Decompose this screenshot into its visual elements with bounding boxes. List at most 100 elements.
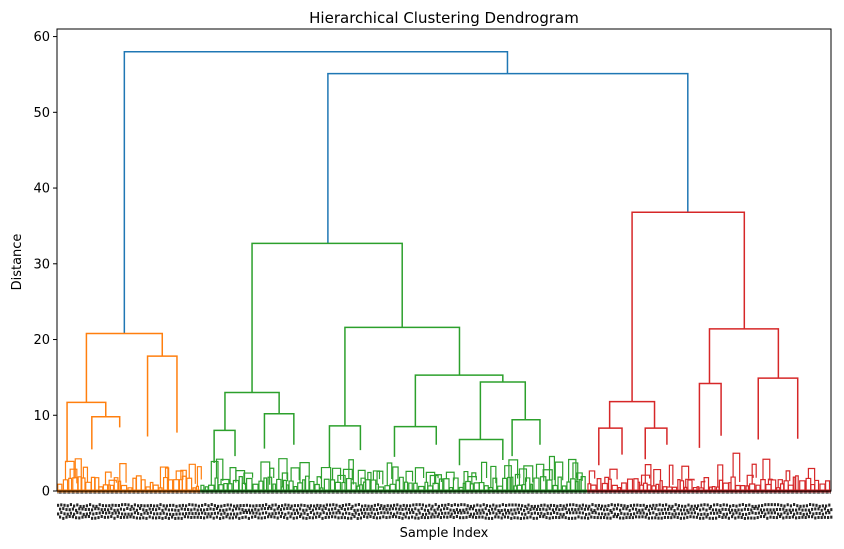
x-tick-label-glyph <box>306 504 309 508</box>
x-tick-label-glyph <box>807 508 810 512</box>
dendrogram-link <box>393 425 438 457</box>
x-tick-label-glyph <box>786 503 789 507</box>
x-tick-label-glyph <box>297 511 300 515</box>
x-tick-label-glyph <box>351 504 354 508</box>
x-tick-label-glyph <box>537 504 540 508</box>
dendrogram-link <box>173 479 180 491</box>
dendrogram-link <box>429 474 439 486</box>
x-tick-label-glyph <box>542 515 545 519</box>
x-tick-label-glyph <box>201 511 204 515</box>
x-tick-label-glyph <box>145 516 148 520</box>
x-tick-label-glyph <box>226 512 229 516</box>
dendrogram-link <box>64 460 75 480</box>
x-tick-label-glyph <box>343 507 346 511</box>
x-tick-label-glyph <box>222 508 225 512</box>
x-tick-label-glyph <box>692 507 695 511</box>
x-tick-label-glyph <box>165 512 168 516</box>
x-tick-label-glyph <box>263 516 266 520</box>
x-tick-label-glyph <box>377 511 380 515</box>
x-tick-label-glyph <box>695 515 698 519</box>
x-tick-label-glyph <box>773 511 776 515</box>
x-tick-label-glyph <box>91 508 94 512</box>
dendrogram-link <box>471 472 477 484</box>
x-tick-label-glyph <box>415 503 418 507</box>
dendrogram-link <box>263 412 295 449</box>
x-tick-label-glyph <box>791 515 794 519</box>
x-tick-label-glyph <box>625 516 628 520</box>
x-tick-label-glyph <box>396 511 399 515</box>
x-tick-label-glyph <box>677 504 680 508</box>
dendrogram-link <box>281 472 289 487</box>
x-tick-label-glyph <box>382 515 385 519</box>
x-tick-label-glyph <box>588 512 591 516</box>
x-tick-label-glyph <box>795 516 798 520</box>
x-tick-label-glyph <box>382 507 385 511</box>
x-tick-label-glyph <box>641 515 644 519</box>
x-tick-label-glyph <box>332 503 335 507</box>
x-tick-label-glyph <box>284 503 287 507</box>
x-tick-label-glyph <box>699 516 702 520</box>
x-tick-label-glyph <box>353 515 356 519</box>
x-tick-label-glyph <box>277 511 280 515</box>
x-tick-label-glyph <box>705 515 708 519</box>
x-tick-label-glyph <box>645 504 648 508</box>
x-tick-label-glyph <box>331 507 334 511</box>
x-tick-label-glyph <box>719 511 722 515</box>
x-tick-label-glyph <box>197 512 200 516</box>
x-tick-label-glyph <box>452 508 455 512</box>
x-tick-label-glyph <box>267 507 270 511</box>
x-tick-label-glyph <box>351 512 354 516</box>
x-tick-label-glyph <box>311 516 314 520</box>
dendrogram-link <box>398 476 404 491</box>
x-tick-label-glyph <box>809 503 812 507</box>
x-tick-label-glyph <box>478 508 481 512</box>
x-tick-label-glyph <box>196 508 199 512</box>
x-tick-label-glyph <box>126 507 129 511</box>
x-tick-label-glyph <box>462 516 465 520</box>
x-tick-label-glyph <box>469 504 472 508</box>
x-tick-label-glyph <box>465 507 468 511</box>
y-axis-label: Distance <box>10 234 25 291</box>
x-tick-label-glyph <box>140 512 143 516</box>
x-tick-label-glyph <box>319 504 322 508</box>
x-tick-label-glyph <box>667 507 670 511</box>
x-tick-label-glyph <box>340 516 343 520</box>
dendrogram-link <box>580 476 586 491</box>
x-tick-label-glyph <box>153 504 156 508</box>
x-tick-label-glyph <box>132 507 135 511</box>
x-tick-label-glyph <box>164 516 167 520</box>
x-tick-label-glyph <box>414 516 417 520</box>
x-tick-label-glyph <box>825 511 828 515</box>
x-tick-label-glyph <box>87 515 90 519</box>
x-tick-label-glyph <box>249 511 252 515</box>
x-tick-label-glyph <box>380 511 383 515</box>
x-tick-label-glyph <box>743 507 746 511</box>
x-tick-label-glyph <box>660 508 663 512</box>
dendrogram-link <box>94 477 100 491</box>
x-tick-label-glyph <box>258 504 261 508</box>
x-tick-label-glyph <box>98 503 101 507</box>
x-tick-label-glyph <box>466 511 469 515</box>
x-tick-label-glyph <box>62 507 65 511</box>
x-tick-label-glyph <box>583 507 586 511</box>
x-tick-label-glyph <box>671 512 674 516</box>
dendrogram-link <box>272 483 277 491</box>
x-tick-label-glyph <box>81 507 84 511</box>
x-tick-label-glyph <box>498 504 501 508</box>
x-tick-label-glyph <box>308 516 311 520</box>
x-tick-label-glyph <box>142 516 145 520</box>
x-tick-label-glyph <box>289 507 292 511</box>
x-tick-label-glyph <box>508 511 511 515</box>
x-tick-label-glyph <box>383 504 386 508</box>
x-tick-label-glyph <box>341 504 344 508</box>
x-tick-label-glyph <box>389 504 392 508</box>
x-tick-label-glyph <box>667 515 670 519</box>
x-tick-label-glyph <box>532 507 535 511</box>
dendrogram-link <box>405 470 414 483</box>
dendrogram-link <box>188 463 196 484</box>
x-tick-label-glyph <box>79 511 82 515</box>
x-tick-label-glyph <box>68 508 71 512</box>
x-tick-label-glyph <box>455 515 458 519</box>
x-tick-label-glyph <box>772 515 775 519</box>
x-tick-label-glyph <box>738 503 741 507</box>
